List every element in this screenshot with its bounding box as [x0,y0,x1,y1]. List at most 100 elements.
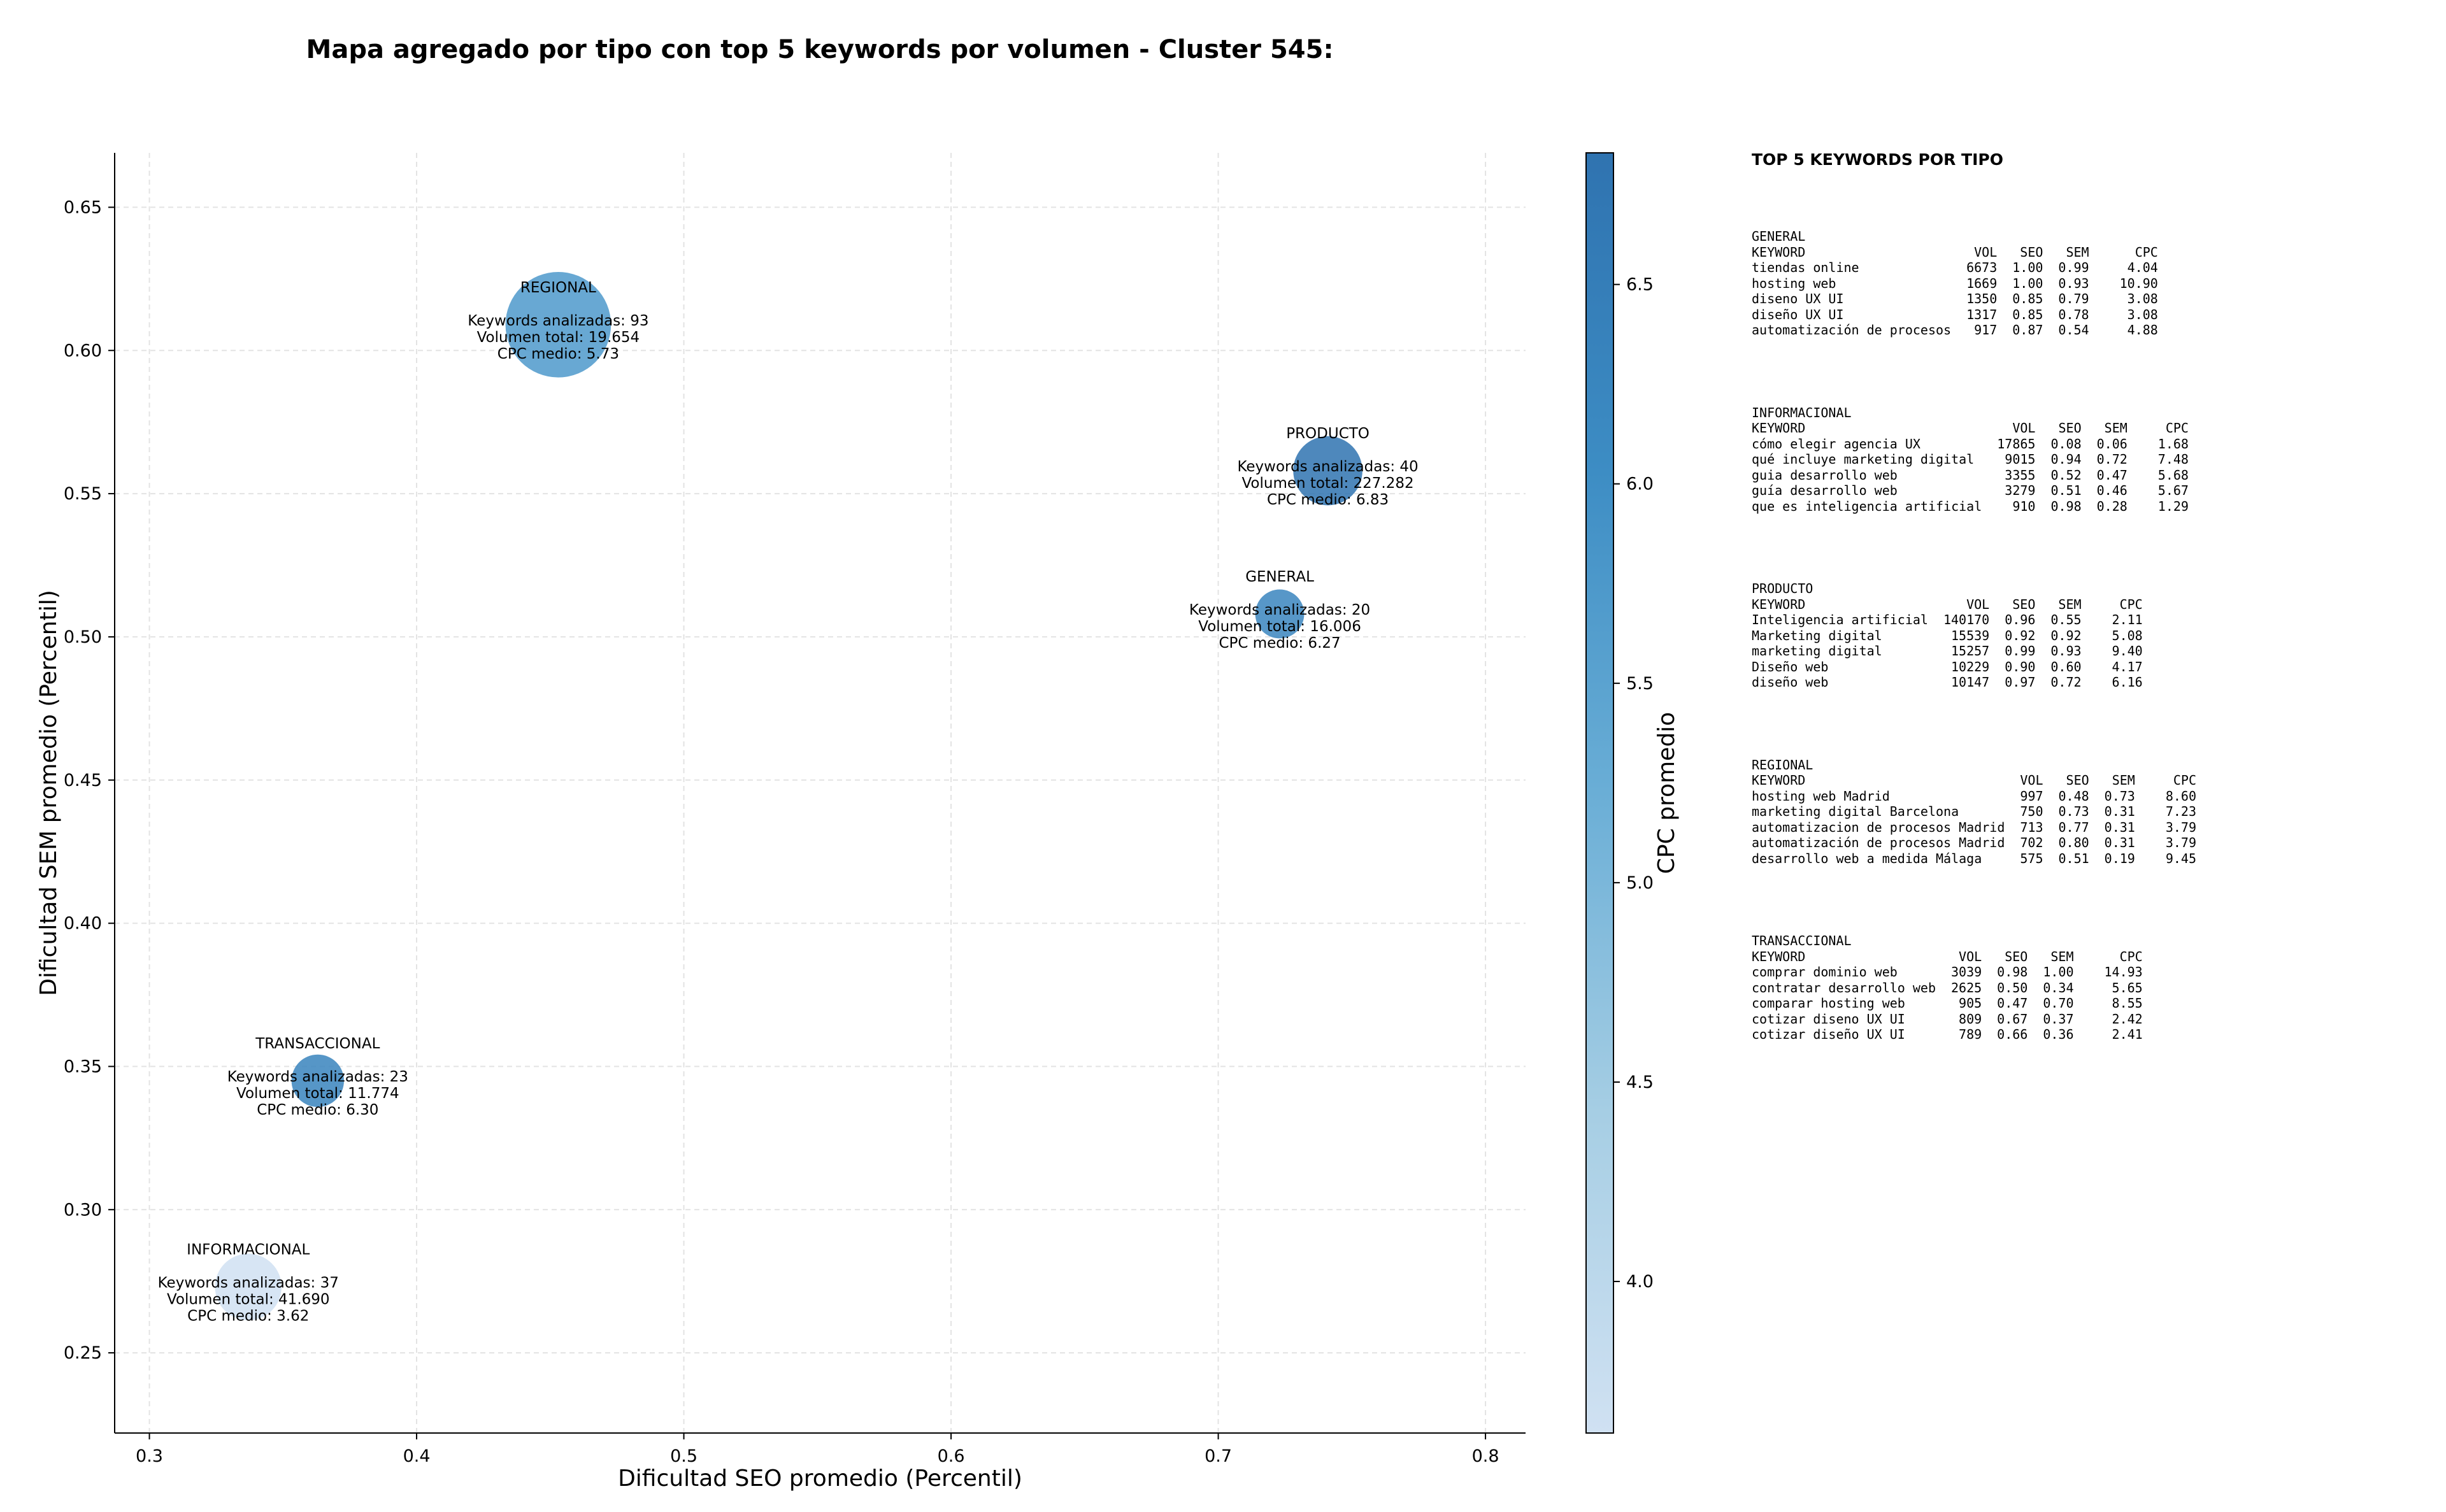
table-cell: 5.08 [2112,627,2143,643]
table-cell: 0.78 [2058,306,2089,322]
table-row: diseno UX UI 1350 0.85 0.79 3.08 [1752,291,2158,307]
table-cell: 2625 [1950,980,1982,995]
table-row: tiendas online 6673 1.00 0.99 4.04 [1752,260,2158,276]
table-cell: 0.77 [2058,819,2089,835]
column-header: SEM [2050,948,2074,964]
table-cell: comprar dominio web [1752,964,1898,980]
column-header: SEO [2066,773,2089,788]
table-cell: 910 [2012,498,2036,514]
table-cell: marketing digital [1752,643,1882,659]
table-cell: 17865 [1997,436,2036,452]
bubble-label: REGIONAL [520,280,596,296]
table-cell: 0.97 [2005,674,2036,690]
x-tick-label: 0.6 [938,1446,965,1466]
table-cell: 9.40 [2112,643,2143,659]
column-header: CPC [2165,420,2189,436]
keyword-group-regional: REGIONAL KEYWORD VOL SEO SEM CPC hosting web M… [1752,757,2427,867]
top-keywords-title: TOP 5 KEYWORDS POR TIPO [1752,150,2003,169]
keyword-table: KEYWORD VOL SEO SEM CPC Inteligencia artifici… [1752,597,2143,690]
table-cell: 0.34 [2043,980,2074,995]
bubble-label: Keywords analizadas: 23 [227,1069,408,1085]
bubble-label: Volumen total: 11.774 [236,1085,399,1102]
table-cell: 0.73 [2104,788,2135,804]
bubble-label: GENERAL [1245,569,1314,585]
table-cell: 0.48 [2058,788,2089,804]
table-row: cotizar diseno UX UI 809 0.67 0.37 2.42 [1752,1011,2143,1027]
table-cell: 1.29 [2157,498,2189,514]
column-header: SEO [2005,948,2028,964]
keyword-group-title: TRANSACCIONAL [1752,933,1852,948]
table-cell: 809 [1959,1011,1982,1027]
top-keywords-panel: TOP 5 KEYWORDS POR TIPO GENERAL KEYWORD VO… [1752,150,2427,1109]
table-cell: Inteligencia artificial [1752,612,1928,627]
column-header: VOL [1966,596,1990,612]
table-cell: 0.06 [2096,436,2128,452]
colorbar-gradient [1585,152,1614,1434]
table-cell: 3.79 [2165,819,2196,835]
table-cell: 0.87 [2012,322,2043,338]
table-row: automatización de procesos 917 0.87 0.54 4.8… [1752,322,2158,338]
table-cell: 2.11 [2112,612,2143,627]
column-header: KEYWORD [1752,420,1806,436]
table-cell: 1.00 [2012,275,2043,291]
table-cell: 0.31 [2104,804,2135,819]
colorbar-tick-label: 6.0 [1626,474,1654,494]
table-row: cómo elegir agencia UX 17865 0.08 0.06 1.68 [1752,436,2189,452]
x-tick-label: 0.8 [1472,1446,1499,1466]
bubble-label: INFORMACIONAL [187,1242,310,1259]
table-cell: 10229 [1950,659,1990,674]
y-axis-label: Dificultad SEM promedio (Percentil) [36,590,62,996]
table-row: guía desarrollo web 3279 0.51 0.46 5.67 [1752,483,2189,499]
table-row: diseño UX UI 1317 0.85 0.78 3.08 [1752,307,2158,323]
bubble-label: TRANSACCIONAL [255,1036,380,1052]
table-cell: 8.60 [2165,788,2196,804]
table-cell: hosting web [1752,275,1836,291]
table-cell: 917 [1974,322,1998,338]
grid-lines [115,153,1526,1433]
column-header: CPC [2173,773,2196,788]
colorbar-tick-label: 5.0 [1626,873,1654,893]
table-cell: contratar desarrollo web [1752,980,1936,995]
table-cell: guía desarrollo web [1752,483,1898,498]
table-row: qué incluye marketing digital 9015 0.94 0.7… [1752,452,2189,467]
column-header: SEM [2066,244,2089,260]
table-cell: Marketing digital [1752,627,1882,643]
column-header: KEYWORD [1752,244,1806,260]
x-tick-label: 0.5 [670,1446,697,1466]
table-cell: 3039 [1950,964,1982,980]
table-row: que es inteligencia artificial 910 0.98 0.2… [1752,499,2189,515]
colorbar-tick-label: 4.5 [1626,1073,1654,1092]
column-header: SEO [2020,244,2043,260]
table-cell: 575 [2020,850,2043,866]
table-cell: cotizar diseno UX UI [1752,1011,1905,1027]
table-cell: 0.31 [2104,819,2135,835]
bubble-label: PRODUCTO [1286,425,1370,442]
colorbar-tick-label: 5.5 [1626,674,1654,694]
bubble-label: Volumen total: 41.690 [167,1292,330,1308]
colorbar-tick-label: 6.5 [1626,275,1654,295]
keyword-group-general: GENERAL KEYWORD VOL SEO SEM CPC tiendas online… [1752,229,2427,338]
colorbar-tick-label: 4.0 [1626,1272,1654,1292]
table-cell: 15539 [1950,627,1990,643]
table-cell: cómo elegir agencia UX [1752,436,1920,452]
keyword-table-header: KEYWORD VOL SEO SEM CPC [1752,773,2196,788]
keyword-table-header: KEYWORD VOL SEO SEM CPC [1752,597,2143,613]
table-cell: automatizacion de procesos Madrid [1752,819,2005,835]
table-cell: 0.96 [2005,612,2036,627]
table-cell: que es inteligencia artificial [1752,498,1982,514]
table-row: hosting web Madrid 997 0.48 0.73 8.60 [1752,788,2196,804]
table-cell: qué incluye marketing digital [1752,452,1975,467]
table-cell: 1350 [1966,291,1998,306]
keyword-table: KEYWORD VOL SEO SEM CPC comprar dominio web 30… [1752,949,2143,1043]
table-row: automatización de procesos Madrid 702 0.80… [1752,835,2196,851]
table-cell: 0.08 [2050,436,2082,452]
bubble-label: Keywords analizadas: 40 [1237,459,1418,475]
table-cell: diseño UX UI [1752,306,1844,322]
table-cell: 0.54 [2058,322,2089,338]
table-cell: 0.50 [1997,980,2028,995]
axes: 0.3 0.4 0.5 0.6 0.7 0.8 0.25 0.30 0.35 0.40 0.45 0.… [36,153,1526,1492]
column-header: SEM [2104,420,2128,436]
table-cell: 0.46 [2096,483,2128,498]
column-header: VOL [2012,420,2036,436]
x-tick-label: 0.7 [1205,1446,1232,1466]
